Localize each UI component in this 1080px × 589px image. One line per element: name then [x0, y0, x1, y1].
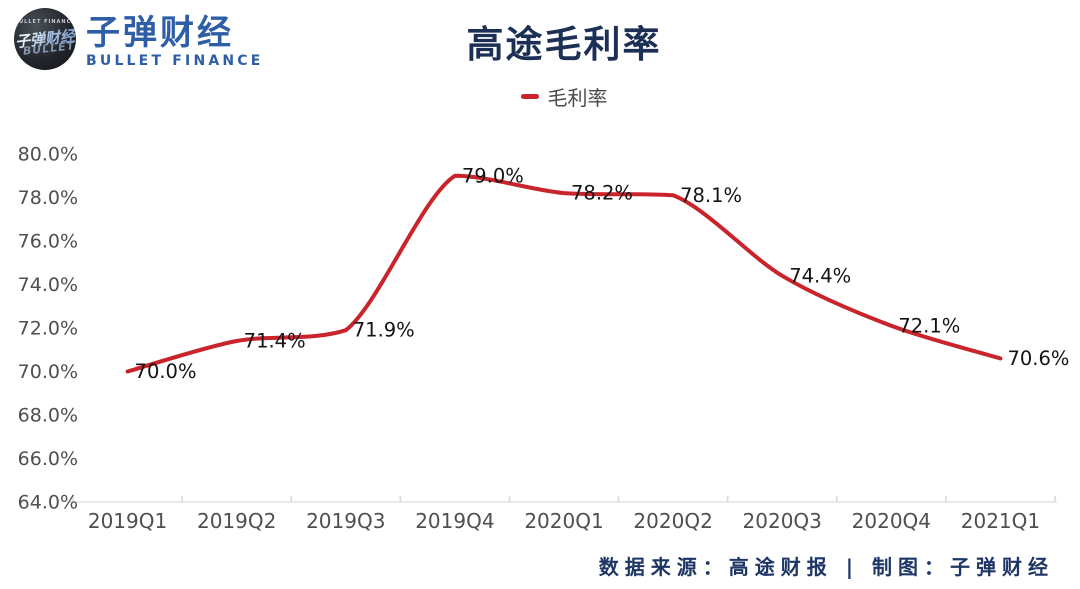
data-label: 70.0%	[135, 360, 197, 383]
y-tick-label: 74.0%	[18, 274, 78, 296]
y-tick-label: 66.0%	[18, 448, 78, 470]
y-tick-label: 80.0%	[18, 144, 78, 166]
data-label: 71.4%	[244, 330, 306, 353]
y-tick-label: 70.0%	[18, 361, 78, 383]
y-tick-label: 72.0%	[18, 318, 78, 340]
y-tick-label: 78.0%	[18, 187, 78, 209]
data-label: 78.2%	[571, 182, 633, 205]
brand-name-en: BULLET FINANCE	[86, 53, 264, 69]
legend-label: 毛利率	[547, 85, 608, 110]
data-label: 72.1%	[898, 314, 960, 337]
x-tick-label: 2021Q1	[961, 509, 1040, 533]
legend-line-marker	[520, 93, 539, 99]
y-tick-label: 64.0%	[18, 492, 78, 514]
data-label: 71.9%	[353, 319, 415, 342]
data-label: 74.4%	[789, 264, 851, 287]
legend: 毛利率	[73, 84, 1055, 110]
brand-wordmark: 子弹财经 BULLET FINANCE	[86, 8, 264, 69]
x-tick-label: 2019Q1	[88, 509, 167, 533]
x-tick-label: 2020Q2	[633, 509, 712, 533]
line-chart: 80.0% 78.0% 76.0% 74.0% 72.0% 70.0% 68.0% 66.0%…	[18, 144, 1070, 534]
brand-badge-icon: BULLET FINANCE 子弹财经 BULLET	[14, 8, 76, 70]
brand-name-cn: 子弹财经	[86, 13, 234, 53]
y-tick-label: 68.0%	[18, 405, 78, 427]
y-tick-label: 76.0%	[18, 231, 78, 253]
chart-title: 高途毛利率	[466, 23, 662, 66]
data-label: 78.1%	[680, 184, 742, 207]
series-line	[125, 173, 1003, 374]
x-tick-label: 2019Q2	[197, 509, 276, 533]
data-label: 70.6%	[1007, 347, 1069, 370]
badge-top-text: BULLET FINANCE	[14, 19, 76, 25]
x-tick-label: 2020Q4	[852, 509, 931, 533]
data-label: 79.0%	[462, 164, 524, 187]
brand-logo: BULLET FINANCE 子弹财经 BULLET 子弹财经 BULLET F…	[14, 8, 264, 70]
x-tick-label: 2020Q1	[524, 509, 603, 533]
x-tick-label: 2020Q3	[743, 509, 822, 533]
source-note: 数据来源：高途财报 | 制图：子弹财经	[598, 555, 1054, 579]
x-tick-label: 2019Q4	[415, 509, 494, 533]
x-tick-label: 2019Q3	[306, 509, 385, 533]
